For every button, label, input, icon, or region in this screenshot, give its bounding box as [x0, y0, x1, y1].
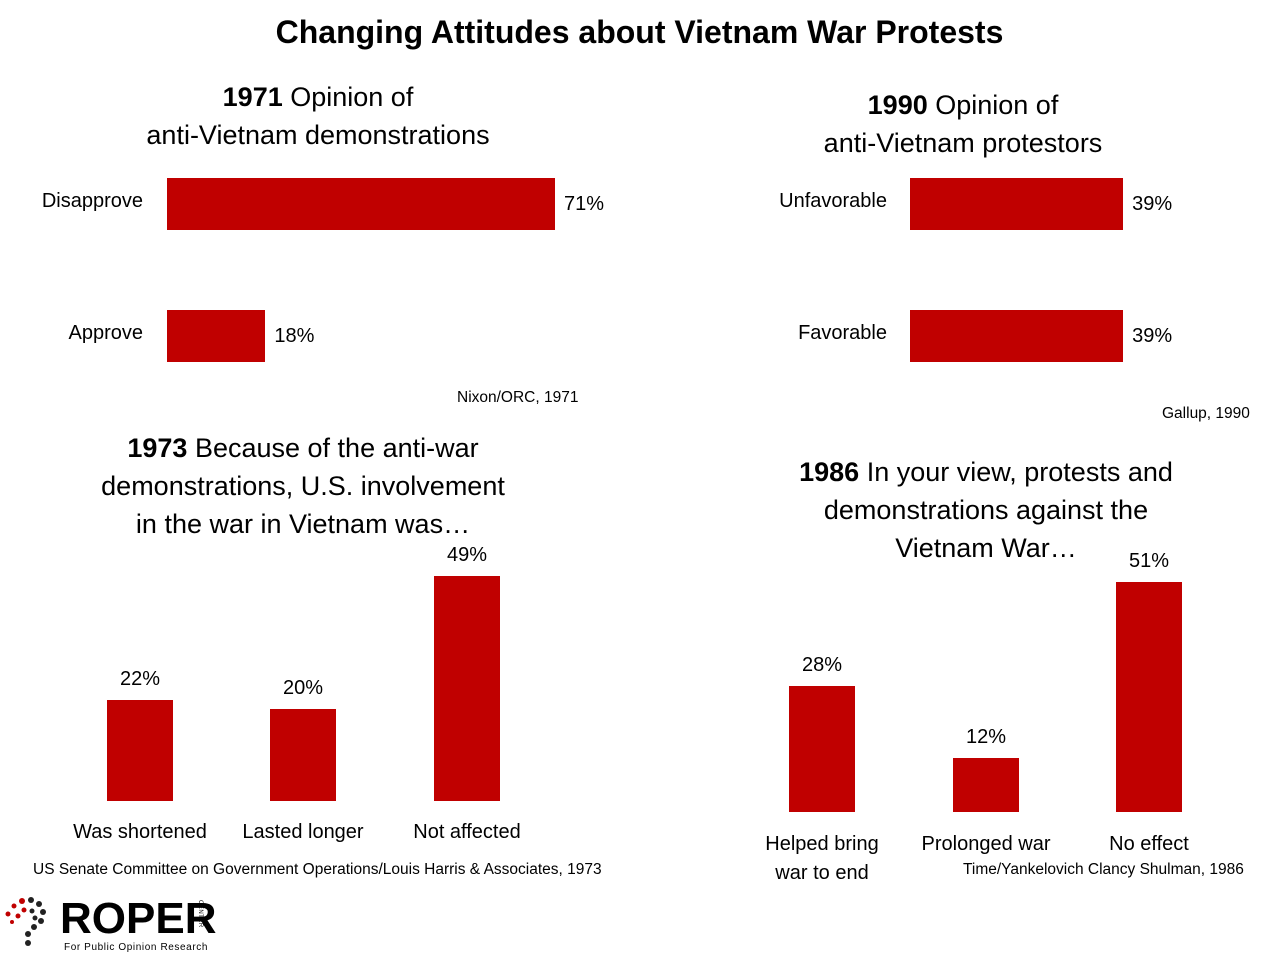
- chart-1990-source: Gallup, 1990: [1162, 405, 1250, 422]
- chart-1973-category-was-shortened-line: Was shortened: [73, 821, 207, 843]
- chart-1986-category-helped-bring-war-to-end: Helped bring war to end: [732, 830, 912, 888]
- chart-1971-title-year: 1971: [222, 82, 283, 112]
- chart-1973-category-not-affected-line: Not affected: [413, 821, 521, 843]
- chart-1990-bar-unfavorable: [910, 178, 1124, 230]
- chart-1986-category-no-effect-line: No effect: [1109, 833, 1189, 855]
- chart-1973-value-was-shortened: 22%: [119, 667, 161, 690]
- chart-1986-title-year: 1986: [799, 457, 860, 487]
- roper-logo-side-text: CENTER: [197, 900, 203, 928]
- chart-1973-title-year: 1973: [127, 433, 188, 463]
- chart-1973-title-line2: demonstrations, U.S. involvement: [101, 471, 505, 501]
- chart-1973-category-lasted-longer: Lasted longer: [213, 818, 393, 847]
- chart-1973-title: 1973 Because of the anti-war demonstrati…: [53, 429, 553, 543]
- chart-1990-title: 1990 Opinion of anti-Vietnam protestors: [733, 86, 1193, 162]
- roper-logo-mark: [5, 897, 46, 946]
- roper-logo: ROPER CENTER For Public Opinion Research: [2, 896, 216, 956]
- chart-1986-bar-no-effect: [1116, 582, 1182, 812]
- chart-1971-value-approve: 18%: [274, 325, 315, 347]
- chart-1973-bar-lasted-longer: [270, 709, 336, 801]
- chart-1990-title-rest: Opinion of: [927, 90, 1059, 120]
- chart-1971-title: 1971 Opinion of anti-Vietnam demonstrati…: [88, 78, 548, 154]
- chart-1973-value-not-affected: 49%: [446, 544, 488, 566]
- chart-1986-value-helped-bring-war-to-end: 28%: [801, 653, 843, 676]
- chart-1973-title-rest: Because of the anti-war: [187, 433, 479, 463]
- chart-1986-title-line2: demonstrations against the: [823, 495, 1149, 525]
- chart-1971-category-approve: Approve: [68, 322, 144, 344]
- chart-1973-value-lasted-longer: 20%: [282, 677, 324, 700]
- chart-1986-category-helped-bring-war-to-end-line: Helped bring: [765, 833, 879, 855]
- roper-logo-wordmark: ROPER: [60, 894, 217, 943]
- chart-1990-title-line2: anti-Vietnam protestors: [823, 128, 1103, 158]
- chart-1973-bar-was-shortened: [107, 699, 173, 801]
- chart-1986-title: 1986 In your view, protests and demonstr…: [741, 453, 1231, 567]
- chart-1971-source: Nixon/ORC, 1971: [457, 389, 579, 406]
- chart-1971-bar-approve: [167, 310, 266, 362]
- chart-1973-title-line3: in the war in Vietnam was…: [135, 509, 471, 539]
- chart-1986-category-prolonged-war: Prolonged war: [896, 830, 1076, 859]
- chart-1986-source: Time/Yankelovich Clancy Shulman, 1986: [963, 861, 1244, 878]
- chart-1990-title-year: 1990: [867, 90, 928, 120]
- chart-1973-category-not-affected: Not affected: [377, 818, 557, 847]
- chart-1986-category-prolonged-war-line: Prolonged war: [921, 833, 1051, 855]
- chart-1990-category-favorable: Favorable: [798, 322, 887, 344]
- chart-1986-title-rest: In your view, protests and: [859, 457, 1173, 487]
- chart-1971-value-disapprove: 71%: [564, 193, 605, 215]
- chart-1986-value-no-effect: 51%: [1128, 550, 1170, 572]
- chart-1973-category-was-shortened: Was shortened: [50, 818, 230, 847]
- page-title: Changing Attitudes about Vietnam War Pro…: [275, 14, 1004, 50]
- chart-1990-category-unfavorable: Unfavorable: [779, 190, 887, 212]
- chart-1990-value-favorable: 39%: [1132, 325, 1173, 347]
- chart-1986-category-no-effect: No effect: [1059, 830, 1239, 859]
- chart-1971-title-rest: Opinion of: [282, 82, 414, 112]
- chart-1986-bar-helped-bring-war-to-end: [789, 685, 855, 812]
- chart-1973-category-lasted-longer-line: Lasted longer: [242, 821, 364, 843]
- chart-1971-category-disapprove: Disapprove: [41, 190, 143, 212]
- chart-1971-bar-disapprove: [167, 178, 555, 230]
- chart-1973-source: US Senate Committee on Government Operat…: [33, 861, 602, 878]
- roper-logo-tagline: For Public Opinion Research: [64, 942, 209, 953]
- chart-1971-title-line2: anti-Vietnam demonstrations: [146, 120, 490, 150]
- chart-1973-bar-not-affected: [434, 576, 500, 801]
- chart-1990-value-unfavorable: 39%: [1132, 193, 1173, 215]
- chart-1986-category-helped-bring-war-to-end-line: war to end: [775, 862, 869, 884]
- chart-1986-bar-prolonged-war: [953, 757, 1019, 812]
- chart-1986-title-line3: Vietnam War…: [895, 533, 1077, 563]
- chart-1990-bar-favorable: [910, 310, 1124, 362]
- chart-1986-value-prolonged-war: 12%: [965, 725, 1007, 748]
